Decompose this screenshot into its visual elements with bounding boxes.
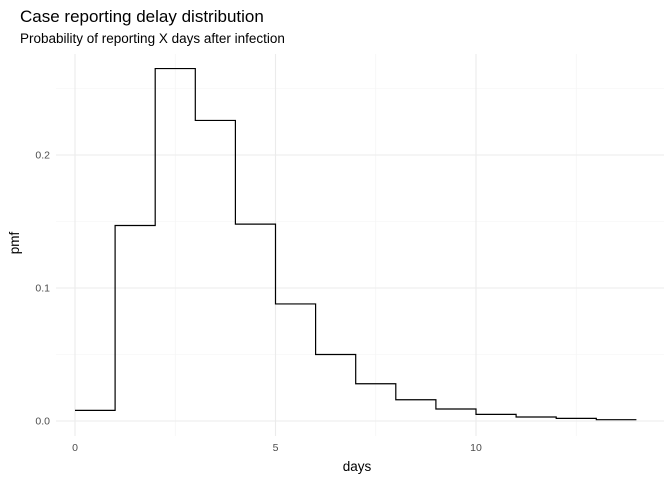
x-axis-tick-labels: 0 5 10 bbox=[72, 442, 482, 454]
x-tick-label: 0 bbox=[72, 442, 78, 454]
y-tick-label: 0.2 bbox=[35, 150, 50, 162]
y-tick-label: 0.0 bbox=[35, 416, 50, 428]
x-axis-title: days bbox=[343, 459, 372, 474]
y-axis-tick-labels: 0.0 0.1 0.2 bbox=[35, 150, 50, 428]
x-tick-label: 10 bbox=[470, 442, 482, 454]
chart-subtitle: Probability of reporting X days after in… bbox=[20, 31, 285, 46]
minor-gridlines bbox=[56, 54, 664, 436]
y-tick-label: 0.1 bbox=[35, 283, 50, 295]
x-tick-label: 5 bbox=[273, 442, 279, 454]
major-gridlines bbox=[56, 54, 664, 436]
pmf-step-line bbox=[75, 67, 637, 421]
chart-title: Case reporting delay distribution bbox=[20, 7, 264, 26]
y-axis-title: pmf bbox=[7, 232, 22, 255]
